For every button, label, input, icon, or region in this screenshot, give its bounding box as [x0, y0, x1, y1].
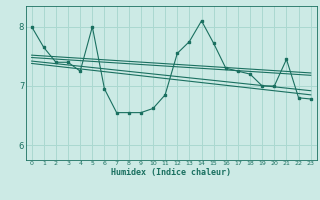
X-axis label: Humidex (Indice chaleur): Humidex (Indice chaleur)	[111, 168, 231, 177]
